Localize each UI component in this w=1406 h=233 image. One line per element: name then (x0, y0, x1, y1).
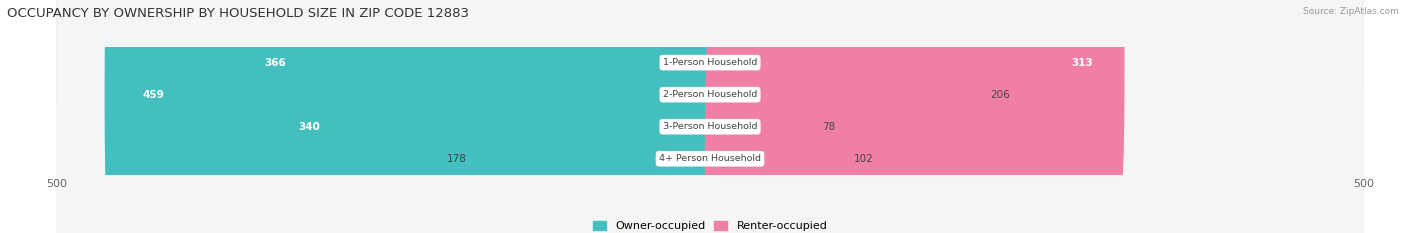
Text: 78: 78 (823, 122, 835, 132)
Text: Source: ZipAtlas.com: Source: ZipAtlas.com (1303, 7, 1399, 16)
Text: 206: 206 (990, 90, 1010, 100)
FancyBboxPatch shape (104, 0, 716, 233)
FancyBboxPatch shape (56, 0, 1364, 233)
FancyBboxPatch shape (704, 0, 984, 233)
Text: 366: 366 (264, 58, 285, 68)
Legend: Owner-occupied, Renter-occupied: Owner-occupied, Renter-occupied (588, 216, 832, 233)
Text: OCCUPANCY BY OWNERSHIP BY HOUSEHOLD SIZE IN ZIP CODE 12883: OCCUPANCY BY OWNERSHIP BY HOUSEHOLD SIZE… (7, 7, 470, 20)
Text: 4+ Person Household: 4+ Person Household (659, 154, 761, 163)
FancyBboxPatch shape (226, 0, 716, 201)
Text: 313: 313 (1071, 58, 1092, 68)
FancyBboxPatch shape (704, 0, 1125, 201)
Text: 2-Person Household: 2-Person Household (662, 90, 758, 99)
Text: 3-Person Household: 3-Person Household (662, 122, 758, 131)
Text: 340: 340 (298, 122, 321, 132)
FancyBboxPatch shape (56, 0, 1364, 233)
FancyBboxPatch shape (472, 21, 716, 233)
Text: 178: 178 (447, 154, 467, 164)
Text: 459: 459 (142, 90, 165, 100)
FancyBboxPatch shape (260, 0, 716, 233)
FancyBboxPatch shape (704, 0, 817, 233)
FancyBboxPatch shape (56, 0, 1364, 233)
FancyBboxPatch shape (704, 21, 849, 233)
Text: 1-Person Household: 1-Person Household (662, 58, 758, 67)
FancyBboxPatch shape (56, 0, 1364, 233)
Text: 102: 102 (853, 154, 873, 164)
